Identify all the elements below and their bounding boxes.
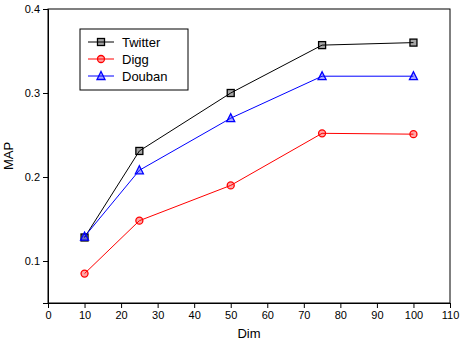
tick-label: 0.2 xyxy=(25,171,40,183)
axis-line xyxy=(49,304,451,309)
tick: 40 xyxy=(189,303,201,321)
tick-label: 100 xyxy=(405,309,423,321)
point xyxy=(409,72,417,80)
tick-label: 0.3 xyxy=(25,87,40,99)
tick-mark xyxy=(43,93,48,94)
legend-marker xyxy=(98,56,105,63)
tick-mark xyxy=(121,303,122,308)
tick: 110 xyxy=(442,303,460,321)
tick-mark xyxy=(377,303,378,308)
tick-mark xyxy=(43,261,48,262)
tick-mark xyxy=(194,303,195,308)
point xyxy=(81,270,88,277)
point xyxy=(410,39,417,46)
tick: 90 xyxy=(371,303,383,321)
tick: 0.3 xyxy=(25,87,48,99)
point xyxy=(319,42,326,49)
tick-mark xyxy=(304,303,305,308)
tick-label: 50 xyxy=(225,309,237,321)
x-axis: 0 10 20 30 40 50 60 70 80 90 100 110 xyxy=(45,303,459,321)
tick-mark xyxy=(158,303,159,308)
tick: 100 xyxy=(405,303,423,321)
series-line xyxy=(85,76,414,236)
point xyxy=(135,166,143,174)
point xyxy=(227,114,235,122)
legend-label: Digg xyxy=(122,52,149,67)
tick-mark xyxy=(450,303,451,308)
chart: 0 10 20 30 40 50 60 70 80 90 100 110 0.1 0.2 0.3 0.4 Twi… xyxy=(0,0,462,344)
plot-frame xyxy=(48,9,450,303)
point xyxy=(136,147,143,154)
point xyxy=(318,72,326,80)
point xyxy=(227,90,234,97)
tick-label: 0.4 xyxy=(25,3,40,15)
legend-box xyxy=(80,29,188,90)
tick: 60 xyxy=(262,303,274,321)
tick: 0.1 xyxy=(25,255,48,267)
tick-label: 110 xyxy=(442,309,460,321)
tick-mark xyxy=(43,9,48,10)
tick-label: 90 xyxy=(371,309,383,321)
series-area xyxy=(81,39,418,277)
tick-label: 30 xyxy=(152,309,164,321)
point xyxy=(227,182,234,189)
series-line xyxy=(85,133,414,273)
tick-label: 0.1 xyxy=(25,255,40,267)
tick-label: 80 xyxy=(335,309,347,321)
legend-label: Douban xyxy=(122,69,168,84)
tick-mark xyxy=(267,303,268,308)
x-axis-title: Dim xyxy=(237,326,260,341)
tick-mark xyxy=(340,303,341,308)
tick-mark xyxy=(43,177,48,178)
series-line xyxy=(85,43,414,238)
tick-label: 40 xyxy=(189,309,201,321)
tick: 0.4 xyxy=(25,3,48,15)
tick: 20 xyxy=(115,303,127,321)
legend-marker xyxy=(97,72,105,80)
y-axis-title: MAP xyxy=(1,142,16,170)
tick: 50 xyxy=(225,303,237,321)
legend-label: Twitter xyxy=(122,35,161,50)
tick: 80 xyxy=(335,303,347,321)
tick-mark xyxy=(231,303,232,308)
plot: 0 10 20 30 40 50 60 70 80 90 100 110 0.1 0.2 0.3 0.4 Twi… xyxy=(25,3,460,321)
tick: 0 xyxy=(45,303,51,321)
legend-marker xyxy=(98,39,105,46)
y-axis: 0.1 0.2 0.3 0.4 xyxy=(25,3,49,303)
point xyxy=(81,232,89,240)
tick: 0.2 xyxy=(25,171,48,183)
tick-label: 70 xyxy=(298,309,310,321)
point xyxy=(410,131,417,138)
axis-line xyxy=(43,10,49,304)
tick-mark xyxy=(413,303,414,308)
tick: 10 xyxy=(79,303,91,321)
tick-label: 20 xyxy=(115,309,127,321)
tick: 70 xyxy=(298,303,310,321)
tick-label: 0 xyxy=(45,309,51,321)
tick-mark xyxy=(85,303,86,308)
legend: Twitter Digg Douban xyxy=(80,29,188,90)
tick: 30 xyxy=(152,303,164,321)
point xyxy=(319,130,326,137)
tick-label: 10 xyxy=(79,309,91,321)
tick-label: 60 xyxy=(262,309,274,321)
point xyxy=(136,217,143,224)
